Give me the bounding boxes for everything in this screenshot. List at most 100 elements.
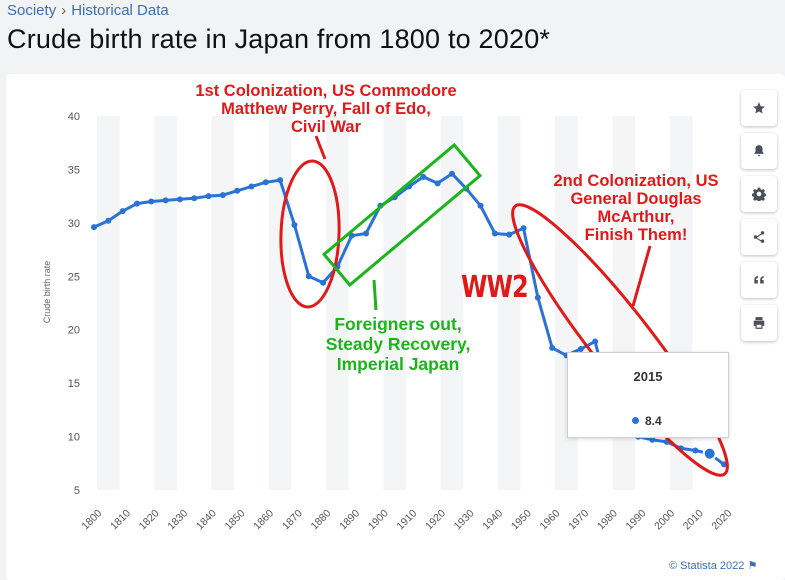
x-tick-label: 1810 xyxy=(108,507,133,532)
data-point[interactable] xyxy=(320,279,327,286)
data-point[interactable] xyxy=(434,180,441,187)
x-tick-label: 1850 xyxy=(223,507,248,532)
data-point[interactable] xyxy=(702,446,717,461)
x-tick-label: 1870 xyxy=(280,507,305,532)
data-point[interactable] xyxy=(105,217,112,224)
data-point[interactable] xyxy=(692,447,699,454)
data-point[interactable] xyxy=(148,198,155,205)
statista-credit[interactable]: © Statista 2022 ⚑ xyxy=(669,559,757,572)
x-tick-label: 1800 xyxy=(79,507,104,532)
data-point[interactable] xyxy=(176,196,183,203)
quote-icon xyxy=(754,275,764,284)
data-point[interactable] xyxy=(420,173,427,180)
data-point[interactable] xyxy=(162,197,169,204)
green-rect xyxy=(321,142,483,288)
data-point[interactable] xyxy=(205,193,212,200)
annotation-line: Finish Them! xyxy=(584,226,688,244)
annotation-first-colonization: 1st Colonization, US Commodore Matthew P… xyxy=(176,82,476,136)
y-tick-label: 15 xyxy=(68,378,80,390)
x-tick-label: 1840 xyxy=(194,507,219,532)
data-point[interactable] xyxy=(234,187,241,194)
y-tick-label: 10 xyxy=(68,432,80,444)
annotation-line: Foreigners out, xyxy=(334,314,462,334)
grid-band xyxy=(440,116,464,490)
settings-button[interactable] xyxy=(741,176,777,212)
annotation-line: Matthew Perry, Fall of Edo, xyxy=(221,100,431,118)
x-tick-label: 2010 xyxy=(681,507,706,532)
data-point[interactable] xyxy=(577,345,584,352)
annotation-second-colonization: 2nd Colonization, US General Douglas McA… xyxy=(526,172,746,244)
chart-tooltip: 2015 8.4 xyxy=(567,352,729,438)
annotation-line: General Douglas xyxy=(570,190,702,208)
data-point[interactable] xyxy=(262,179,269,186)
red-pointer-right xyxy=(631,245,652,307)
x-tick-label: 1860 xyxy=(251,507,276,532)
flag-icon: ⚑ xyxy=(747,560,758,572)
share-button[interactable] xyxy=(741,219,777,255)
y-axis-label: Crude birth rate xyxy=(42,261,52,324)
x-tick-label: 2020 xyxy=(709,507,734,532)
grid-band xyxy=(211,116,235,490)
star-icon xyxy=(753,102,765,114)
y-tick-label: 30 xyxy=(68,218,80,230)
grid-band xyxy=(383,116,406,490)
data-point[interactable] xyxy=(491,230,498,237)
x-tick-label: 1920 xyxy=(423,507,448,532)
green-pointer xyxy=(372,279,378,311)
data-point[interactable] xyxy=(277,177,284,184)
x-tick-label: 1950 xyxy=(509,507,534,532)
data-point[interactable] xyxy=(592,338,599,345)
x-tick-label: 1880 xyxy=(308,507,333,532)
data-point[interactable] xyxy=(248,183,255,190)
data-point[interactable] xyxy=(477,202,484,209)
y-tick-label: 40 xyxy=(68,111,80,123)
x-tick-label: 1900 xyxy=(366,507,391,532)
grid-band xyxy=(326,116,349,490)
data-point[interactable] xyxy=(520,225,527,232)
x-tick-label: 1820 xyxy=(137,507,162,532)
cite-button[interactable] xyxy=(741,262,777,298)
breadcrumb-historical-data[interactable]: Historical Data xyxy=(71,2,169,19)
data-point[interactable] xyxy=(534,294,541,301)
annotation-line: Steady Recovery, xyxy=(325,334,471,354)
notification-button[interactable] xyxy=(741,133,777,169)
x-tick-label: 1830 xyxy=(165,507,190,532)
x-tick-label: 1890 xyxy=(337,507,362,532)
annotation-line: Imperial Japan xyxy=(336,354,460,374)
y-tick-label: 20 xyxy=(68,325,80,337)
data-point[interactable] xyxy=(291,221,298,228)
page-title: Crude birth rate in Japan from 1800 to 2… xyxy=(7,24,551,54)
annotation-ww2: WW2 xyxy=(461,269,529,305)
data-point[interactable] xyxy=(133,200,140,207)
x-tick-label: 1910 xyxy=(394,507,419,532)
annotation-line: McArthur, xyxy=(597,208,675,226)
red-ellipse-left xyxy=(279,159,341,309)
favorite-button[interactable] xyxy=(741,90,777,126)
data-point[interactable] xyxy=(191,195,198,202)
bell-icon xyxy=(754,145,764,157)
data-point[interactable] xyxy=(363,230,370,237)
breadcrumb-society[interactable]: Society xyxy=(7,2,57,19)
data-point[interactable] xyxy=(305,273,312,280)
x-tick-label: 1940 xyxy=(480,507,505,532)
data-point[interactable] xyxy=(649,436,656,443)
grid-band xyxy=(268,116,292,490)
breadcrumb-separator: › xyxy=(61,2,67,19)
grid-band xyxy=(97,116,120,490)
y-tick-label: 35 xyxy=(68,164,80,176)
data-point[interactable] xyxy=(549,344,556,351)
red-pointer-left xyxy=(314,135,327,160)
data-point[interactable] xyxy=(448,170,455,177)
print-button[interactable] xyxy=(741,305,777,341)
data-point[interactable] xyxy=(219,192,226,199)
data-point[interactable] xyxy=(91,224,97,231)
tooltip-year: 2015 xyxy=(633,369,663,384)
breadcrumb: Society › Historical Data xyxy=(7,2,169,19)
data-point[interactable] xyxy=(506,231,513,238)
tooltip-value: 8.4 xyxy=(645,414,662,428)
gear-icon xyxy=(752,187,766,201)
data-point[interactable] xyxy=(721,461,727,468)
x-tick-label: 1930 xyxy=(452,507,477,532)
data-point[interactable] xyxy=(119,208,126,215)
x-tick-label: 1990 xyxy=(623,507,648,532)
